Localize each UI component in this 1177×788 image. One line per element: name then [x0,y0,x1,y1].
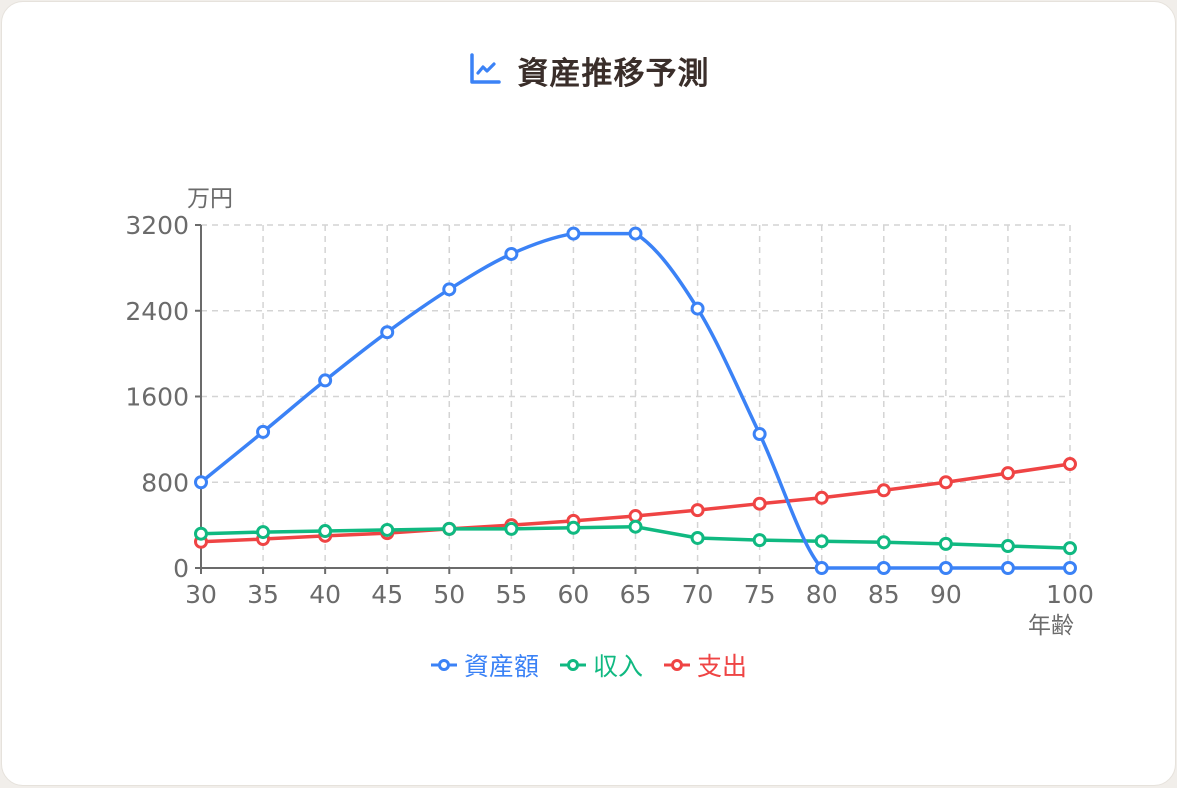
x-axis-label: 年齢 [1028,613,1074,639]
legend-item-expense[interactable]: 支出 [663,647,747,683]
y-tick-label: 1600 [125,383,189,412]
data-point[interactable] [814,534,829,549]
data-point[interactable] [752,533,767,548]
data-point[interactable] [1063,541,1077,556]
data-point[interactable] [814,561,829,575]
x-tick-label: 35 [247,580,279,609]
data-point[interactable] [876,483,891,498]
x-tick-label: 80 [806,580,838,609]
x-tick-label: 50 [433,580,465,609]
data-point[interactable] [504,246,519,261]
data-point[interactable] [566,226,581,241]
x-tick-label: 90 [930,580,962,609]
data-point[interactable] [1063,561,1077,575]
legend-label: 収入 [592,652,643,681]
data-point[interactable] [752,427,767,442]
data-point[interactable] [504,521,519,536]
x-tick-label: 55 [495,580,527,609]
x-tick-label: 70 [682,580,714,609]
legend-marker-icon [430,659,457,671]
chart-header: 資産推移予測 [2,48,1175,93]
y-tick-label: 800 [141,468,189,497]
data-point[interactable] [628,226,643,241]
data-point[interactable] [938,536,953,551]
data-point[interactable] [318,524,333,539]
data-point[interactable] [194,475,208,490]
data-point[interactable] [256,525,271,540]
data-point[interactable] [690,503,705,518]
legend-item-income[interactable]: 収入 [559,647,643,683]
legend-label: 支出 [697,652,748,681]
data-point[interactable] [814,490,829,505]
x-tick-label: 65 [620,580,652,609]
data-point[interactable] [752,496,767,511]
data-point[interactable] [1063,457,1077,472]
line-chart-icon [468,52,502,90]
x-tick-label: 75 [744,580,776,609]
data-point[interactable] [628,519,643,534]
series-line [199,231,1070,570]
legend-marker-icon [664,659,690,671]
x-tick-label: 85 [868,580,900,609]
data-point[interactable] [442,521,457,536]
data-point[interactable] [380,522,395,537]
data-point[interactable] [876,561,891,575]
y-tick-label: 3200 [125,211,189,240]
chart-legend: 資産額 収入 支出 [2,647,1175,683]
data-point[interactable] [318,373,333,388]
x-tick-label: 30 [185,580,217,609]
data-point[interactable] [380,325,395,340]
data-point[interactable] [1000,561,1015,575]
chart-title: 資産推移予測 [517,56,710,92]
legend-marker-icon [559,659,586,671]
data-point[interactable] [1000,539,1015,554]
data-point[interactable] [690,530,705,545]
legend-label: 資産額 [463,652,539,681]
data-point[interactable] [194,526,208,541]
data-point[interactable] [256,424,271,439]
y-tick-label: 2400 [125,297,189,326]
data-point[interactable] [442,282,457,297]
data-point[interactable] [1000,466,1015,481]
y-tick-label: 0 [173,554,189,583]
x-tick-label: 60 [558,580,590,609]
x-tick-label: 100 [1046,580,1094,609]
data-point[interactable] [938,475,953,490]
data-point[interactable] [876,535,891,550]
data-point[interactable] [938,561,953,575]
y-axis-unit: 万円 [187,186,233,212]
legend-item-assets[interactable]: 資産額 [430,647,539,683]
x-tick-label: 45 [371,580,403,609]
data-point[interactable] [566,520,581,535]
x-tick-label: 40 [309,580,341,609]
data-point[interactable] [690,301,705,316]
